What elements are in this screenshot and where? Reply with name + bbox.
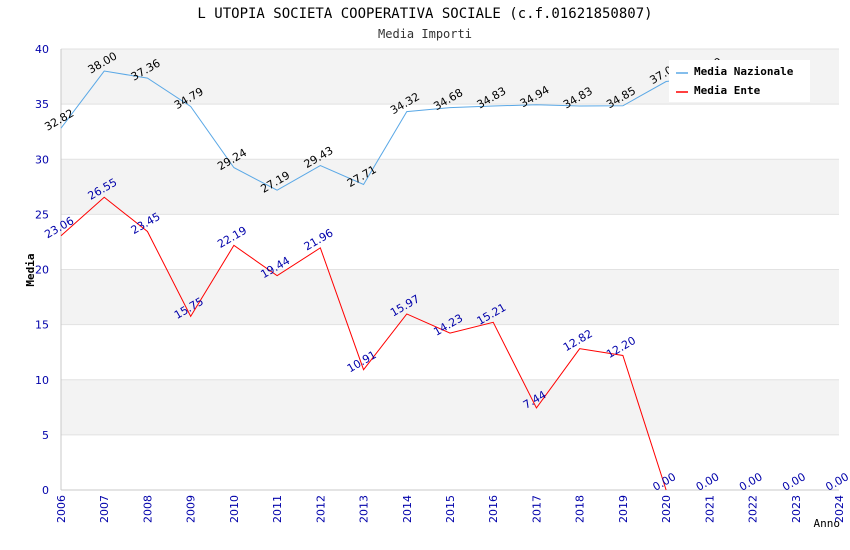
x-tick-label: 2015 [444,495,457,523]
x-tick-label: 2014 [401,495,414,523]
legend-label-media-ente: Media Ente [694,84,761,97]
legend-label-media-nazionale: Media Nazionale [694,65,794,78]
y-tick-label: 30 [35,153,49,166]
legend-box [669,60,810,102]
data-label: 12.20 [604,334,638,361]
x-tick-label: 2006 [55,495,68,523]
y-tick-label: 40 [35,43,49,56]
x-tick-label: 2022 [747,495,760,523]
x-tick-label: 2016 [487,495,500,523]
x-tick-label: 2013 [358,495,371,523]
grid-bands [61,49,839,435]
y-tick-label: 0 [42,484,49,497]
series-line-media-ente [60,196,667,491]
x-tick-label: 2018 [574,495,587,523]
x-tick-label: 2021 [703,495,716,523]
x-axis-label: Anno [814,517,841,530]
y-tick-label: 15 [35,319,49,332]
x-tick-label: 2024 [833,495,846,523]
x-tick-label: 2009 [185,495,198,523]
data-label: 22.19 [215,224,249,251]
grid-band [61,379,839,435]
legend: Media Nazionale Media Ente [669,60,810,102]
series-line-media-nazionale [60,70,710,191]
series-lines [60,70,710,491]
x-tick-label: 2007 [98,495,111,523]
x-tick-label: 2008 [141,495,154,523]
chart-subtitle: Media Importi [378,27,472,41]
y-axis-label: Media [24,253,37,286]
y-tick-label: 10 [35,374,49,387]
x-tick-label: 2017 [530,495,543,523]
y-tick-label: 5 [42,429,49,442]
x-tick-label: 2019 [617,495,630,523]
x-tick-label: 2020 [660,495,673,523]
data-label: 10.91 [345,348,379,375]
x-tick-label: 2011 [271,495,284,523]
axes [60,49,839,491]
x-tick-label: 2023 [790,495,803,523]
y-tick-label: 20 [35,264,49,277]
y-tick-label: 25 [35,208,49,221]
x-tick-labels: 2006 2007 2008 2009 2010 2011 2012 2013 2014 2015… [55,495,846,523]
x-tick-label: 2012 [314,495,327,523]
y-tick-labels: 0 5 10 15 20 25 30 35 40 [35,43,49,497]
x-tick-label: 2010 [228,495,241,523]
y-tick-label: 35 [35,98,49,111]
chart-title: L UTOPIA SOCIETA COOPERATIVA SOCIALE (c.… [197,6,652,22]
grid-band [61,159,839,215]
